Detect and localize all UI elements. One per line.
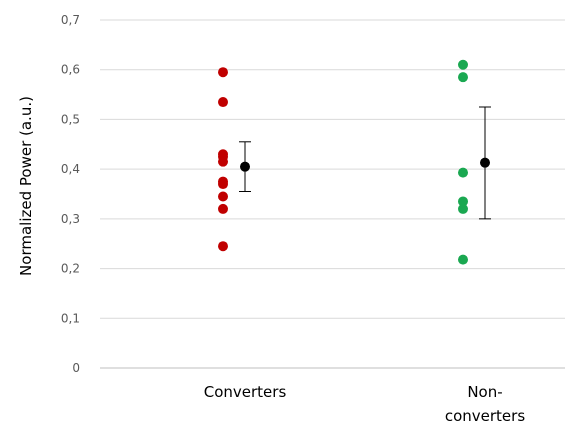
- y-tick-label: 0,1: [61, 311, 80, 325]
- y-axis-label: Normalized Power (a.u.): [17, 96, 35, 276]
- mean-point: [240, 161, 250, 172]
- y-tick-label: 0: [72, 361, 80, 375]
- y-axis-ticks: 0 0,1 0,2 0,3 0,4 0,5 0,6 0,7: [61, 13, 80, 375]
- y-tick-label: 0,7: [61, 13, 80, 27]
- y-tick-label: 0,4: [61, 162, 80, 176]
- y-tick-label: 0,6: [61, 63, 80, 77]
- data-point: [218, 179, 228, 190]
- x-category-label: Converters: [204, 383, 287, 401]
- data-series: [218, 59, 491, 265]
- y-tick-label: 0,5: [61, 112, 80, 126]
- mean-point: [480, 157, 490, 168]
- data-point: [458, 254, 468, 265]
- x-category-label: converters: [445, 407, 525, 425]
- data-point: [218, 156, 228, 167]
- data-point: [218, 97, 228, 108]
- data-point: [218, 67, 228, 78]
- data-point: [458, 167, 468, 178]
- gridlines: [100, 19, 565, 369]
- y-tick-label: 0,2: [61, 262, 80, 276]
- x-category-label: Non-: [467, 383, 502, 401]
- data-point: [458, 72, 468, 83]
- y-tick-label: 0,3: [61, 212, 80, 226]
- data-point: [218, 191, 228, 202]
- data-point: [218, 241, 228, 252]
- data-point: [218, 203, 228, 214]
- data-point: [458, 196, 468, 207]
- data-point: [458, 59, 468, 70]
- x-axis: Converters Non-converters: [204, 383, 526, 425]
- data-point: [458, 203, 468, 214]
